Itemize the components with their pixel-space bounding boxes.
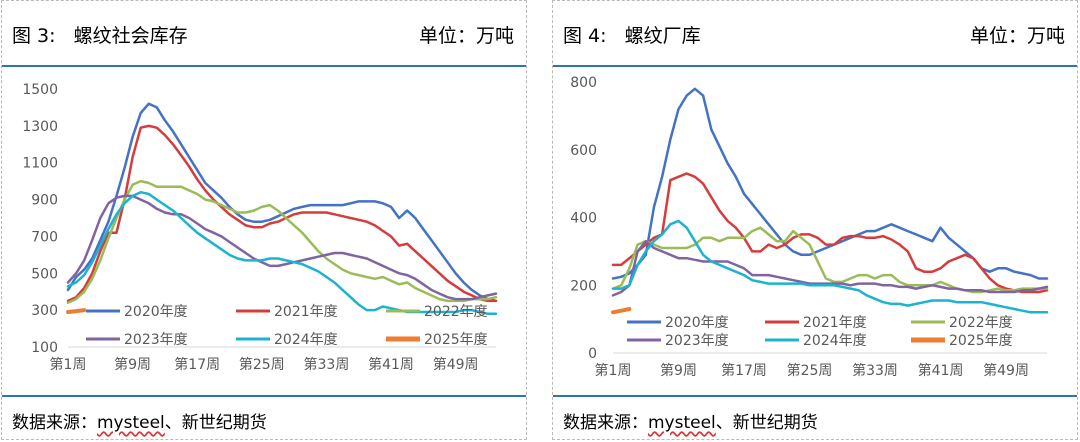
legend-label: 2020年度: [124, 304, 188, 320]
y-tick-label: 800: [570, 75, 597, 91]
legend-label: 2025年度: [424, 332, 488, 348]
series-line: [66, 124, 498, 303]
line-chart-factory-inventory: 0 200 400 600 800 第1周 第9周 第17周 第25周 第33周 第41周 第49周 2…: [570, 75, 1049, 379]
y-tick-label: 300: [31, 303, 58, 319]
series-line: [66, 190, 498, 316]
legend-label: 2022年度: [424, 304, 488, 320]
chart-title: 图 3: 螺纹社会库存: [12, 25, 188, 47]
y-tick-label: 200: [570, 278, 597, 294]
chart-panel-social-inventory: 图 3: 螺纹社会库存 单位：万吨 100 300 500 700 900 1100 130…: [1, 0, 527, 440]
legend-label: 2021年度: [274, 304, 338, 320]
series-line: [611, 226, 1049, 294]
y-tick-label: 1500: [22, 82, 58, 98]
series-line: [66, 179, 498, 305]
series-line: [66, 308, 87, 314]
x-tick-label: 第41周: [918, 362, 964, 379]
legend-label: 2024年度: [274, 332, 338, 348]
series-line: [66, 194, 498, 301]
x-tick-label: 第17周: [721, 362, 767, 379]
x-tick-label: 第17周: [174, 356, 220, 373]
y-tick-label: 700: [31, 229, 58, 245]
y-tick-label: 1300: [22, 119, 58, 135]
series-line: [611, 239, 1049, 297]
series-line: [611, 307, 632, 315]
chart-title: 图 4: 螺纹厂库: [563, 25, 701, 47]
x-tick-label: 第1周: [50, 356, 87, 373]
x-tick-label: 第33周: [852, 362, 898, 379]
legend-label: 2023年度: [665, 333, 729, 349]
unit-label: 单位：万吨: [969, 25, 1065, 47]
series-line: [611, 219, 1049, 314]
x-tick-label: 第1周: [595, 362, 632, 379]
x-tick-label: 第25周: [239, 356, 285, 373]
series-line: [66, 102, 498, 303]
chart-footer: 数据来源：mysteel、新世纪期货: [553, 395, 1077, 441]
y-tick-label: 0: [588, 346, 597, 362]
x-tick-label: 第9周: [114, 356, 151, 373]
chart-footer: 数据来源：mysteel、新世纪期货: [2, 395, 526, 441]
x-tick-label: 第41周: [368, 356, 414, 373]
y-tick-label: 900: [31, 193, 58, 209]
line-chart-social-inventory: 100 300 500 700 900 1100 1300 1500 第1周 第9周 第17周 第25…: [22, 82, 498, 373]
unit-label: 单位：万吨: [418, 25, 514, 47]
source-note: 数据来源：mysteel、新世纪期货: [563, 413, 818, 433]
chart-header: 图 4: 螺纹厂库 单位：万吨: [553, 1, 1077, 67]
legend-label: 2022年度: [949, 315, 1013, 331]
legend-label: 2025年度: [949, 333, 1013, 349]
y-tick-label: 100: [31, 340, 58, 356]
legend-label: 2021年度: [803, 315, 867, 331]
legend-label: 2020年度: [665, 315, 729, 331]
series-line: [611, 87, 1049, 280]
y-tick-label: 600: [570, 143, 597, 159]
y-tick-label: 1100: [22, 156, 58, 172]
legend-label: 2023年度: [124, 332, 188, 348]
x-tick-label: 第49周: [983, 362, 1029, 379]
legend-label: 2024年度: [803, 333, 867, 349]
x-tick-label: 第9周: [660, 362, 697, 379]
chart-panel-factory-inventory: 图 4: 螺纹厂库 单位：万吨 0 200 400 600 800 第1周 第9周 第17周 第…: [552, 0, 1078, 440]
y-tick-label: 400: [570, 211, 597, 227]
chart-header: 图 3: 螺纹社会库存 单位：万吨: [2, 1, 526, 67]
source-note: 数据来源：mysteel、新世纪期货: [12, 413, 267, 433]
x-tick-label: 第33周: [304, 356, 350, 373]
x-tick-label: 第25周: [787, 362, 833, 379]
y-tick-label: 500: [31, 266, 58, 282]
series-line: [611, 172, 1049, 294]
x-tick-label: 第49周: [433, 356, 479, 373]
